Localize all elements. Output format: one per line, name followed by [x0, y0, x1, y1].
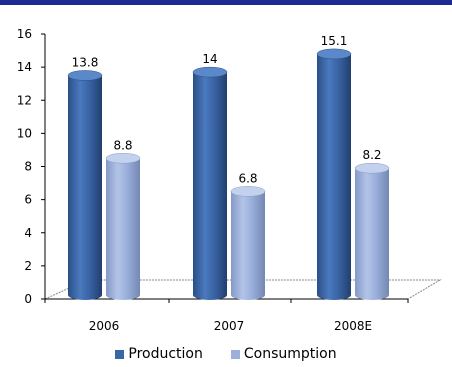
bar-top: [316, 48, 352, 60]
y-tick-label: 14: [17, 60, 32, 74]
data-label: 15.1: [321, 34, 348, 48]
y-tick-label: 8: [24, 160, 32, 174]
x-tick-label: 2006: [89, 319, 120, 333]
x-axis: 2006 2007 2008E: [89, 319, 372, 333]
plot-area: 13.8 8.8 14 6.8 15.1 8.2: [67, 34, 390, 300]
data-label: 8.2: [362, 148, 381, 162]
bar-body: [231, 191, 265, 300]
y-axis: 0 2 4 6 8 10 12 14 16: [17, 27, 409, 306]
bar-body: [317, 53, 351, 300]
x-tick-label: 2007: [214, 319, 245, 333]
y-tick-label: 10: [17, 126, 32, 140]
data-label: 14: [202, 52, 217, 66]
legend-item-consumption: Consumption: [230, 346, 337, 362]
bar-top: [192, 66, 228, 78]
y-tick-label: 6: [24, 193, 32, 207]
bar-body: [68, 75, 102, 300]
legend-item-production: Production: [115, 346, 203, 362]
bar-top: [230, 186, 266, 197]
bar-consumption-2006: [105, 153, 141, 300]
bar-consumption-2007: [230, 186, 266, 300]
y-tick-label: 16: [17, 27, 32, 41]
bar-production-2008E: [316, 48, 352, 300]
top-accent-bar: [0, 0, 452, 5]
y-tick-label: 0: [24, 292, 32, 306]
bar-production-2007: [192, 66, 228, 300]
y-tick-label: 4: [24, 226, 32, 240]
bar-body: [355, 168, 389, 300]
data-label: 6.8: [238, 171, 257, 185]
legend-swatch-production: [115, 349, 125, 359]
x-tick-label: 2008E: [334, 319, 372, 333]
bar-top: [67, 70, 103, 81]
bar-production-2006: [67, 70, 103, 300]
data-label: 8.8: [113, 138, 132, 152]
y-tick-label: 12: [17, 93, 32, 107]
bar-consumption-2008E: [354, 162, 390, 300]
data-label: 13.8: [72, 55, 99, 69]
bar-top: [105, 153, 141, 164]
bar-top: [354, 162, 390, 174]
legend: Production Consumption: [0, 343, 452, 365]
bar-body: [193, 72, 227, 300]
legend-swatch-consumption: [230, 349, 240, 359]
legend-label-consumption: Consumption: [243, 346, 337, 362]
bar-body: [106, 158, 140, 300]
legend-label-production: Production: [128, 346, 203, 362]
y-tick-label: 2: [24, 259, 32, 273]
